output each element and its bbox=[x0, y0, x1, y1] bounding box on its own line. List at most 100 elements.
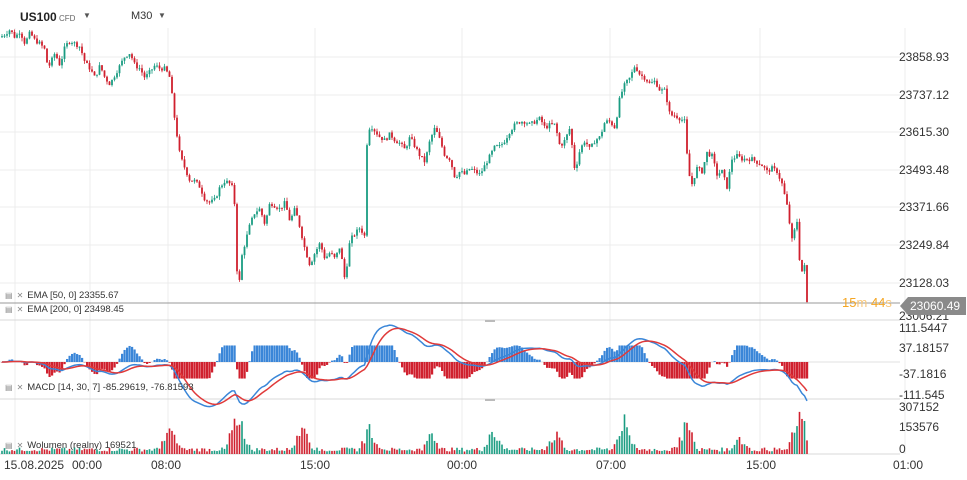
candle-body bbox=[106, 76, 108, 82]
candle-body bbox=[653, 80, 656, 83]
candle-body bbox=[423, 156, 426, 163]
candle-body bbox=[776, 168, 778, 173]
volume-bar bbox=[423, 444, 426, 454]
volume-bar bbox=[783, 449, 786, 454]
pane-resize-handle[interactable] bbox=[485, 320, 495, 322]
macd-hist-bar bbox=[196, 362, 199, 379]
volume-bar bbox=[798, 411, 801, 454]
volume-bar bbox=[461, 447, 463, 454]
volume-bar bbox=[301, 427, 303, 454]
macd-hist-bar bbox=[316, 362, 319, 375]
macd-legend[interactable]: ▤ ✕ MACD [14, 30, 7] -85.29619, -76.81593 bbox=[5, 382, 194, 393]
volume-bar bbox=[253, 451, 256, 454]
timeframe-dropdown-icon[interactable]: ▼ bbox=[158, 11, 166, 20]
macd-hist-bar bbox=[443, 362, 446, 377]
close-icon[interactable]: ✕ bbox=[16, 305, 24, 314]
settings-icon[interactable]: ▤ bbox=[5, 383, 13, 392]
macd-axis-label: -111.545 bbox=[899, 388, 945, 402]
macd-hist-bar bbox=[531, 356, 534, 362]
candle-body bbox=[661, 89, 663, 91]
candle-body bbox=[136, 62, 138, 69]
candle-body bbox=[621, 91, 623, 98]
candle-body bbox=[756, 160, 758, 164]
candle-body bbox=[253, 214, 256, 218]
candle-body bbox=[588, 144, 591, 147]
candle-body bbox=[331, 253, 333, 255]
candle-body bbox=[796, 221, 798, 230]
macd-hist-bar bbox=[203, 362, 206, 379]
candle-body bbox=[766, 167, 768, 171]
time-axis-label: 00:00 bbox=[447, 458, 478, 472]
volume-bar bbox=[391, 447, 393, 454]
macd-hist-bar bbox=[761, 355, 764, 362]
candle-body bbox=[701, 167, 703, 174]
candle-body bbox=[616, 117, 618, 129]
candle-body bbox=[493, 145, 496, 151]
settings-icon[interactable]: ▤ bbox=[5, 291, 13, 300]
volume-bar bbox=[181, 447, 183, 454]
timeframe-selector[interactable]: M30 bbox=[131, 10, 153, 22]
candle-body bbox=[426, 152, 428, 163]
volume-bar bbox=[486, 444, 488, 454]
macd-hist-bar bbox=[391, 345, 394, 362]
macd-hist-bar bbox=[638, 345, 641, 362]
close-icon[interactable]: ✕ bbox=[16, 383, 24, 392]
candle-body bbox=[138, 68, 141, 70]
close-icon[interactable]: ✕ bbox=[16, 291, 24, 300]
macd-hist-bar bbox=[121, 353, 124, 362]
candle-body bbox=[178, 136, 181, 151]
volume-bar bbox=[296, 435, 298, 454]
macd-hist-bar bbox=[258, 345, 261, 362]
symbol-dropdown-icon[interactable]: ▼ bbox=[83, 11, 91, 20]
volume-bar bbox=[113, 451, 116, 454]
candle-body bbox=[591, 143, 593, 147]
volume-bar bbox=[521, 447, 523, 454]
macd-hist-bar bbox=[696, 362, 699, 379]
candle-body bbox=[751, 157, 753, 162]
volume-bar bbox=[371, 437, 373, 454]
volume-bar bbox=[611, 449, 613, 454]
candle-body bbox=[88, 63, 91, 70]
price-axis-label: 23858.93 bbox=[899, 50, 950, 64]
volume-bar bbox=[261, 448, 263, 454]
candle-body bbox=[371, 129, 373, 131]
candle-body bbox=[278, 207, 281, 209]
macd-hist-bar bbox=[488, 357, 491, 362]
macd-hist-bar bbox=[621, 345, 624, 362]
candle-body bbox=[286, 201, 288, 210]
volume-bar bbox=[596, 447, 598, 454]
macd-hist-bar bbox=[671, 362, 674, 379]
volume-bar bbox=[348, 448, 351, 454]
macd-hist-bar bbox=[331, 360, 334, 362]
pane-resize-handle[interactable] bbox=[485, 399, 495, 401]
volume-bar bbox=[128, 450, 131, 454]
symbol-name[interactable]: US100 bbox=[20, 10, 57, 24]
candle-body bbox=[526, 123, 528, 125]
candle-body bbox=[738, 154, 741, 157]
candle-body bbox=[593, 143, 596, 145]
volume-bar bbox=[511, 449, 513, 454]
candle-body bbox=[396, 141, 398, 144]
close-icon[interactable]: ✕ bbox=[16, 441, 24, 450]
volume-bar bbox=[736, 439, 738, 454]
macd-hist-bar bbox=[521, 347, 524, 362]
volume-bar bbox=[766, 450, 768, 454]
volume-bar bbox=[576, 449, 578, 454]
settings-icon[interactable]: ▤ bbox=[5, 305, 13, 314]
ema200-legend[interactable]: ▤ ✕ EMA [200, 0] 23498.45 bbox=[5, 304, 124, 315]
candle-body bbox=[528, 122, 531, 124]
macd-hist-bar bbox=[636, 345, 639, 362]
macd-hist-bar bbox=[656, 362, 659, 372]
settings-icon[interactable]: ▤ bbox=[5, 441, 13, 450]
volume-legend[interactable]: ▤ ✕ Wolumen (realny) 169521 bbox=[5, 440, 136, 451]
candle-body bbox=[8, 30, 11, 35]
macd-hist-bar bbox=[498, 347, 501, 362]
volume-bar bbox=[616, 439, 618, 454]
volume-bar bbox=[76, 449, 78, 454]
candle-body bbox=[333, 253, 336, 258]
volume-bar bbox=[626, 427, 628, 454]
ema50-legend[interactable]: ▤ ✕ EMA [50, 0] 23355.67 bbox=[5, 290, 119, 301]
candle-body bbox=[351, 235, 353, 244]
volume-bar bbox=[801, 418, 803, 454]
